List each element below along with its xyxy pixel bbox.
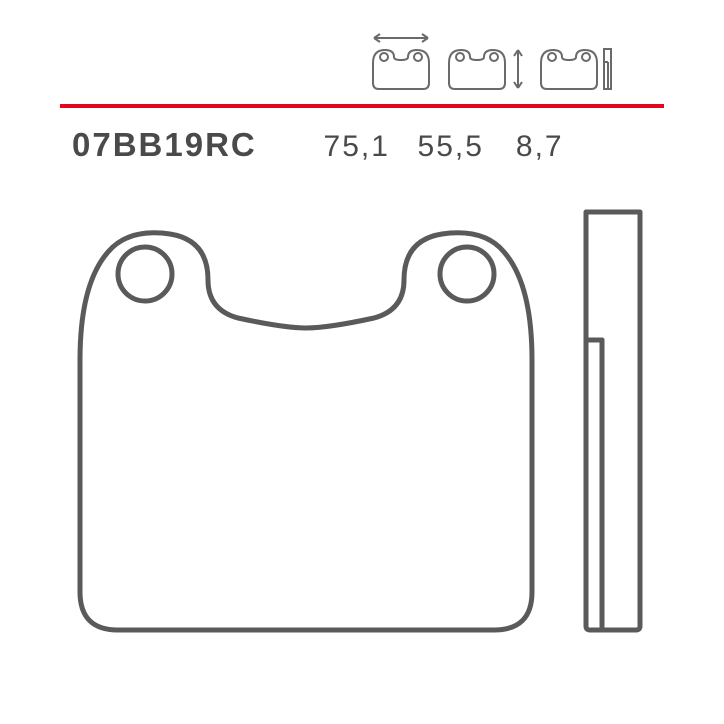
width-arrow-icon	[370, 32, 432, 44]
mount-hole-left	[118, 247, 172, 301]
thickness-icon-column	[538, 32, 614, 92]
thickness-arrow-icon	[541, 32, 611, 44]
dimension-thickness-value: 8,7	[501, 130, 579, 164]
brake-pad-mini-icon	[370, 46, 432, 92]
info-row: 07BB19RC 75,1 55,5 8,7	[72, 126, 664, 164]
mount-hole-right	[440, 247, 494, 301]
pad-outline	[80, 233, 532, 630]
divider-line	[60, 104, 664, 108]
dimension-icons-row	[370, 32, 614, 92]
brake-pad-mini-icon	[538, 46, 600, 92]
dimension-width-value: 75,1	[313, 130, 401, 164]
height-icon-column	[446, 32, 524, 92]
brake-pad-mini-icon	[446, 46, 508, 92]
height-arrow-icon	[512, 46, 524, 92]
height-arrow-icon	[450, 32, 520, 44]
diagram-canvas: 07BB19RC 75,1 55,5 8,7	[0, 0, 724, 724]
dimension-height-value: 55,5	[401, 130, 501, 164]
side-profile-mini-icon	[602, 46, 614, 92]
technical-drawing	[40, 200, 684, 670]
width-icon-column	[370, 32, 432, 92]
pad-side-profile	[586, 212, 640, 630]
product-code: 07BB19RC	[72, 126, 257, 164]
